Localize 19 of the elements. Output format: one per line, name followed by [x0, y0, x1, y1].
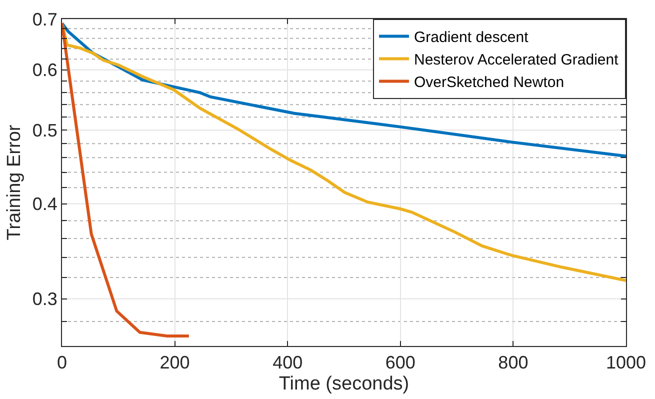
y-tick-label: 0.4 — [32, 194, 58, 214]
legend-label: OverSketched Newton — [414, 74, 564, 92]
y-tick-label: 0.3 — [32, 289, 58, 310]
y-tick-label: 0.6 — [32, 60, 58, 80]
x-tick-label: 800 — [498, 352, 528, 373]
legend-label: Nesterov Accelerated Gradient — [414, 52, 620, 69]
x-tick-label: 400 — [272, 352, 303, 373]
x-tick-label: 0 — [56, 352, 68, 373]
x-axis-title: Time (seconds) — [278, 373, 410, 394]
line-series — [62, 22, 626, 158]
line-series — [62, 22, 190, 338]
line-series — [62, 22, 626, 282]
x-tick-label: 600 — [385, 352, 416, 373]
x-tick-label: 1000 — [606, 352, 646, 373]
y-axis-title: Training Error — [4, 124, 26, 240]
y-tick-label: 0.5 — [32, 120, 58, 140]
y-tick-label: 0.7 — [32, 9, 58, 30]
x-tick-label: 200 — [160, 352, 190, 373]
legend-label: Gradient descent — [414, 29, 530, 46]
